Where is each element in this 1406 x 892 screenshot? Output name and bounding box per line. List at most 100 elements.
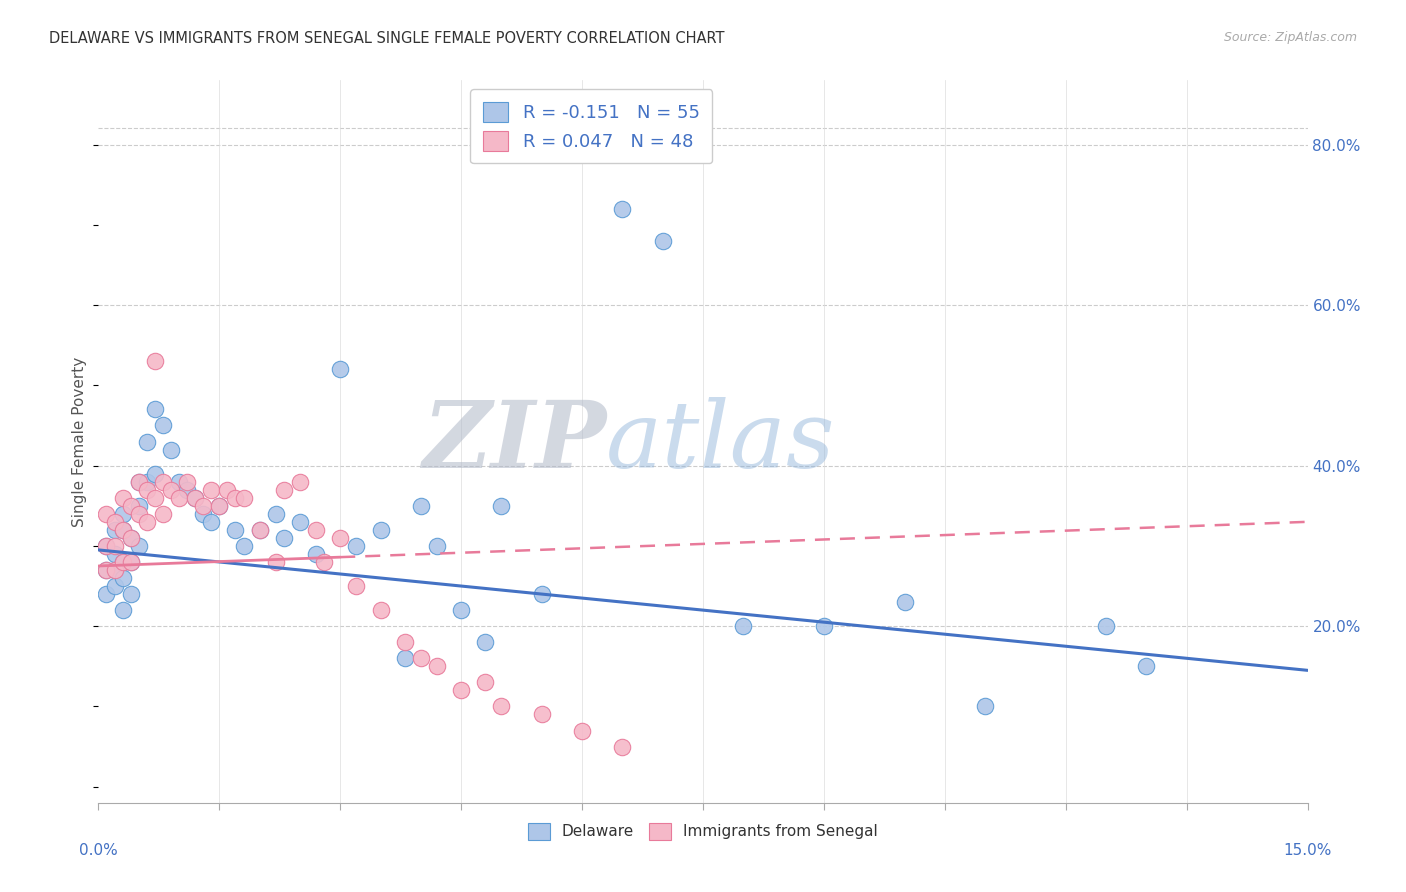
Point [530, 707, 553, 722]
Text: 15.0%: 15.0% [1284, 843, 1331, 857]
Point [329, 362, 352, 376]
Text: DELAWARE VS IMMIGRANTS FROM SENEGAL SINGLE FEMALE POVERTY CORRELATION CHART: DELAWARE VS IMMIGRANTS FROM SENEGAL SING… [49, 31, 724, 46]
Point [96, 563, 118, 577]
Point [474, 675, 496, 690]
Point [409, 651, 432, 665]
Text: ZIP: ZIP [422, 397, 606, 486]
Point [96, 587, 118, 601]
Point [370, 523, 392, 537]
Point [1135, 659, 1157, 673]
Point [394, 651, 416, 665]
Point [612, 739, 634, 754]
Point [491, 499, 513, 513]
Point [1095, 619, 1118, 633]
Point [450, 603, 472, 617]
Point [167, 491, 190, 505]
Text: Source: ZipAtlas.com: Source: ZipAtlas.com [1223, 31, 1357, 45]
Point [143, 402, 166, 417]
Point [152, 418, 174, 433]
Point [208, 499, 231, 513]
Point [111, 523, 134, 537]
Point [288, 475, 311, 489]
Point [305, 523, 328, 537]
Point [474, 635, 496, 649]
Point [264, 555, 287, 569]
Point [103, 579, 125, 593]
Point [128, 475, 150, 489]
Point [813, 619, 835, 633]
Point [530, 587, 553, 601]
Point [426, 539, 449, 553]
Point [143, 354, 166, 368]
Point [571, 723, 593, 738]
Point [167, 475, 190, 489]
Point [344, 579, 367, 593]
Point [111, 491, 134, 505]
Point [143, 491, 166, 505]
Point [152, 507, 174, 521]
Point [450, 683, 472, 698]
Legend: Delaware, Immigrants from Senegal: Delaware, Immigrants from Senegal [522, 817, 884, 846]
Point [96, 507, 118, 521]
Point [152, 475, 174, 489]
Point [111, 555, 134, 569]
Point [491, 699, 513, 714]
Point [128, 539, 150, 553]
Point [314, 555, 336, 569]
Point [176, 475, 198, 489]
Point [200, 515, 222, 529]
Text: 0.0%: 0.0% [79, 843, 118, 857]
Point [96, 539, 118, 553]
Point [96, 563, 118, 577]
Point [409, 499, 432, 513]
Point [111, 603, 134, 617]
Point [103, 547, 125, 561]
Point [111, 507, 134, 521]
Point [111, 523, 134, 537]
Point [103, 515, 125, 529]
Point [120, 499, 142, 513]
Point [103, 523, 125, 537]
Point [200, 483, 222, 497]
Point [128, 499, 150, 513]
Point [120, 531, 142, 545]
Point [232, 539, 254, 553]
Point [135, 483, 157, 497]
Point [128, 475, 150, 489]
Point [160, 483, 183, 497]
Point [103, 563, 125, 577]
Point [103, 563, 125, 577]
Point [370, 603, 392, 617]
Point [273, 483, 295, 497]
Point [232, 491, 254, 505]
Point [264, 507, 287, 521]
Point [193, 499, 215, 513]
Point [974, 699, 997, 714]
Point [249, 523, 271, 537]
Point [217, 483, 239, 497]
Point [426, 659, 449, 673]
Point [120, 531, 142, 545]
Point [135, 434, 157, 449]
Point [135, 515, 157, 529]
Point [394, 635, 416, 649]
Point [273, 531, 295, 545]
Point [120, 555, 142, 569]
Point [893, 595, 915, 609]
Point [249, 523, 271, 537]
Y-axis label: Single Female Poverty: Single Female Poverty [72, 357, 87, 526]
Point [305, 547, 328, 561]
Point [135, 475, 157, 489]
Point [128, 507, 150, 521]
Point [651, 234, 673, 248]
Point [111, 571, 134, 585]
Point [96, 539, 118, 553]
Point [184, 491, 207, 505]
Point [103, 539, 125, 553]
Point [184, 491, 207, 505]
Point [160, 442, 183, 457]
Text: atlas: atlas [606, 397, 835, 486]
Point [344, 539, 367, 553]
Point [111, 555, 134, 569]
Point [208, 499, 231, 513]
